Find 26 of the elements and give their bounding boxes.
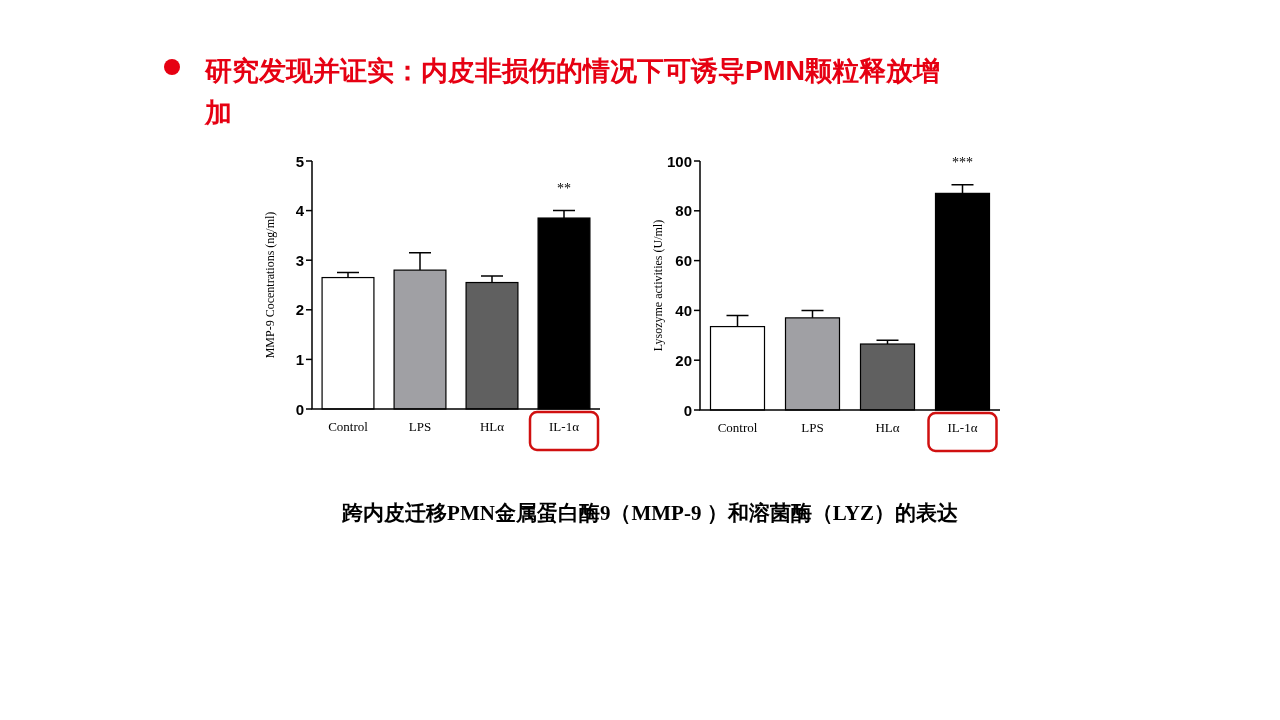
x-tick-label: IL-1α — [549, 419, 580, 434]
y-tick-label: 40 — [675, 301, 692, 319]
x-tick-label: HLα — [875, 420, 900, 435]
chart-title: 研究发现并证实：内皮非损伤的情况下可诱导PMN颗粒释放增加 — [204, 56, 940, 128]
y-tick-label: 5 — [295, 152, 304, 170]
y-tick-label: 80 — [675, 202, 692, 220]
y-tick-label: 0 — [683, 401, 692, 419]
text: 跨内皮迁移PMN金属蛋白酶9（MMP-9 ）和溶菌酶（LYZ）的表达 — [341, 501, 958, 525]
y-tick-label: 3 — [295, 251, 304, 269]
y-tick-label: 100 — [666, 152, 692, 170]
x-tick-label: Control — [328, 419, 369, 434]
y-tick-label: 4 — [295, 202, 305, 220]
y-axis-title: MMP-9 Cocentrations (ng/ml) — [263, 211, 277, 359]
x-tick-label: HLα — [479, 419, 505, 434]
y-tick-label: 1 — [295, 350, 304, 368]
x-tick-label: LPS — [408, 419, 432, 434]
x-tick-label: Control — [717, 420, 758, 435]
y-tick-label: 2 — [295, 301, 304, 319]
x-tick-label: IL-1α — [947, 420, 978, 435]
y-axis-title: Lysozyme activities (U/ml) — [651, 219, 665, 352]
y-tick-label: 0 — [295, 400, 304, 418]
y-tick-label: 20 — [675, 351, 692, 369]
y-tick-label: 60 — [675, 252, 692, 270]
annotation: *** — [952, 154, 973, 170]
x-tick-label: LPS — [801, 420, 824, 435]
annotation: ** — [557, 180, 571, 196]
